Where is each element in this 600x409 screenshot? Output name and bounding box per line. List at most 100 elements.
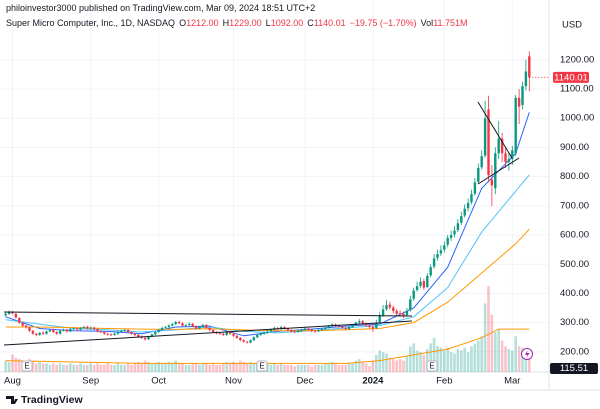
candle-body: [228, 331, 232, 334]
candle-body: [310, 329, 313, 331]
candle-body: [279, 327, 283, 330]
candle-body: [154, 331, 157, 335]
candle-body: [4, 313, 7, 316]
candle-body: [184, 324, 188, 326]
volume-bar: [181, 363, 184, 372]
candle-body: [52, 329, 55, 332]
candle-body: [171, 324, 174, 326]
volume-bar: [201, 363, 205, 372]
candle-body: [524, 71, 528, 87]
candle-body: [497, 138, 500, 154]
volume-bar: [103, 364, 106, 372]
candle-body: [385, 305, 388, 310]
volume-bar: [194, 363, 198, 372]
candle-body: [409, 299, 412, 311]
volume-bar: [286, 364, 290, 372]
volume-bar: [317, 364, 320, 372]
volume-bar: [296, 364, 300, 372]
candle-body: [18, 317, 21, 323]
candle-body: [463, 208, 466, 216]
candle-body: [507, 159, 511, 163]
y-tick-label: 400.00: [560, 288, 589, 299]
volume-bar: [4, 360, 7, 372]
volume-bar: [439, 347, 443, 372]
candle-body: [419, 281, 422, 286]
volume-bar: [313, 364, 317, 372]
volume-bar: [514, 336, 517, 372]
trendlines: [3, 101, 520, 346]
volume-bar: [208, 364, 211, 372]
legend-label: O: [179, 18, 187, 28]
candle-body: [500, 138, 504, 154]
volume-bar: [89, 363, 92, 372]
volume-bar: [368, 366, 371, 372]
candle-body: [75, 328, 79, 330]
candle-body: [21, 322, 24, 326]
currency: USD: [562, 20, 582, 31]
volume-bar: [330, 362, 334, 372]
candle-body: [398, 313, 402, 315]
volume-bar: [324, 363, 327, 372]
volume-bar: [55, 364, 58, 372]
candle-body: [120, 330, 123, 332]
candle-body: [89, 327, 92, 329]
candle-body: [232, 333, 235, 336]
candle-body: [439, 250, 443, 254]
volume-bar: [524, 350, 528, 372]
candle-body: [378, 315, 381, 323]
x-tick-label: Nov: [225, 376, 242, 387]
candle-body: [375, 322, 378, 328]
legend-value: 1092.00: [270, 18, 304, 28]
volume-bar: [147, 362, 150, 372]
candle-body: [381, 309, 385, 316]
candle-body: [48, 329, 52, 332]
volume-bar: [409, 346, 412, 372]
volume-bar: [460, 350, 463, 372]
candle-body: [225, 331, 228, 335]
candle-body: [480, 156, 483, 168]
volume-bar: [62, 364, 65, 372]
candle-body: [259, 333, 262, 335]
candle-body: [317, 330, 320, 332]
logo-mark: [6, 396, 18, 404]
volume-bar: [344, 364, 347, 372]
candle-body: [300, 329, 303, 331]
candle-body: [7, 312, 11, 314]
candle-body: [92, 327, 96, 330]
logo: TradingView: [6, 394, 83, 406]
candle-body: [41, 332, 45, 334]
candle-body: [426, 275, 429, 288]
candle-body: [109, 334, 113, 336]
candle-body: [443, 245, 446, 250]
x-tick-label: Feb: [436, 376, 452, 387]
volume-bar: [45, 363, 48, 372]
volume-bar: [303, 364, 307, 372]
volume-bar: [218, 364, 222, 372]
candle-body: [473, 182, 477, 194]
candle-body: [483, 118, 487, 156]
volume-bar: [371, 360, 375, 372]
candle-body: [201, 324, 205, 327]
candle-body: [245, 341, 249, 343]
legend-label: Vol: [420, 18, 434, 28]
volume-bar: [174, 360, 177, 372]
candle-body: [28, 327, 31, 331]
volume-bar: [215, 364, 218, 372]
candle-body: [256, 334, 259, 338]
legend-value: −19.75 (−1.70%): [349, 18, 417, 28]
candle-body: [371, 327, 375, 329]
y-tick-label: 1000.00: [560, 113, 594, 124]
y-tick-label: 300.00: [560, 317, 589, 328]
volume-bar: [436, 346, 439, 372]
volume-bar: [443, 350, 446, 372]
x-tick-label: Mar: [504, 376, 520, 387]
volume-bar: [487, 286, 490, 372]
candle-body: [24, 325, 28, 328]
volume-bar: [511, 350, 514, 372]
candle-body: [55, 331, 58, 334]
volume-bar: [177, 363, 181, 372]
candle-body: [103, 331, 106, 334]
legend-label: L: [265, 18, 271, 28]
volume-bar: [470, 346, 473, 372]
candle-body: [79, 327, 82, 330]
